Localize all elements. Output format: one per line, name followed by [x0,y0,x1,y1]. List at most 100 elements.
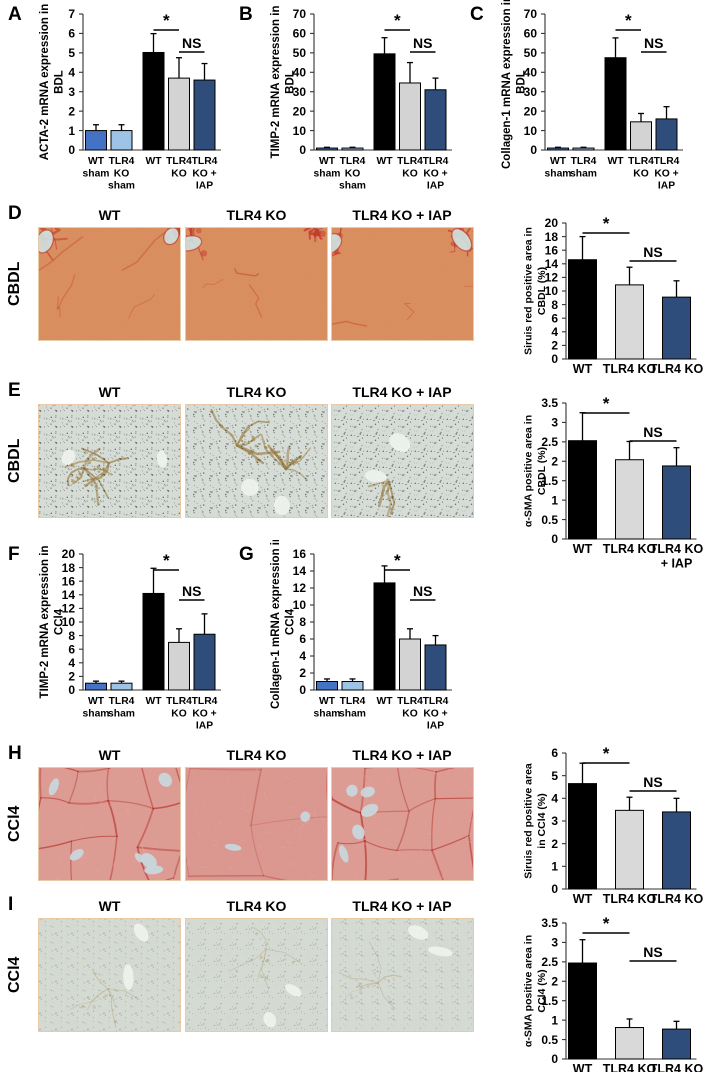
svg-text:*: * [163,11,170,30]
svg-text:0: 0 [551,1052,558,1066]
svg-text:NS: NS [413,35,432,51]
svg-text:TLR4 KO: TLR4 KO [650,1062,704,1072]
svg-text:18: 18 [62,561,76,575]
svg-text:in CCl4 (%): in CCl4 (%) [536,793,548,848]
svg-text:2: 2 [299,666,306,680]
svg-text:8: 8 [68,629,75,643]
svg-text:2: 2 [551,837,558,851]
svg-text:CCl4 (%): CCl4 (%) [536,969,548,1012]
svg-text:2: 2 [551,974,558,988]
svg-text:BDL: BDL [285,70,297,94]
svg-text:50: 50 [524,46,538,60]
svg-text:IAP: IAP [427,721,444,730]
svg-text:KO +: KO + [423,708,447,719]
svg-text:KO: KO [114,168,129,179]
svg-text:20: 20 [293,104,307,118]
svg-text:1: 1 [551,860,558,874]
svg-text:0.5: 0.5 [541,1033,558,1047]
svg-text:Collagen-1 mRNA expression in: Collagen-1 mRNA expression in [501,0,513,169]
svg-text:TLR4: TLR4 [192,696,218,707]
svg-text:WT: WT [145,156,162,167]
svg-text:NS: NS [644,35,663,51]
svg-text:TIMP-2 mRNA expression in: TIMP-2 mRNA expression in [39,546,51,699]
svg-text:*: * [163,551,170,570]
svg-text:TLR4: TLR4 [423,156,449,167]
svg-text:WT: WT [145,696,162,707]
svg-text:TLR4 KO: TLR4 KO [603,1062,657,1072]
svg-text:α-SMA positive area in: α-SMA positive area in [523,415,535,527]
svg-text:α-SMA positive area in: α-SMA positive area in [523,935,535,1047]
svg-text:0.5: 0.5 [541,513,558,527]
svg-text:4: 4 [551,792,558,806]
svg-text:WT: WT [607,156,624,167]
svg-text:8: 8 [551,298,558,312]
svg-text:WT: WT [573,1062,593,1072]
svg-text:sham: sham [339,181,366,190]
svg-text:2: 2 [551,339,558,353]
svg-text:2: 2 [68,670,75,684]
svg-text:TLR4: TLR4 [628,156,654,167]
svg-text:TLR4 KO: TLR4 KO [650,362,704,376]
svg-text:TLR4 KO: TLR4 KO [603,362,657,376]
svg-text:1: 1 [551,493,558,507]
svg-text:12: 12 [293,581,307,595]
svg-text:0: 0 [68,683,75,697]
svg-text:IAP: IAP [196,181,213,190]
svg-text:50: 50 [293,46,307,60]
svg-text:4: 4 [551,325,558,339]
svg-text:16: 16 [62,574,76,588]
svg-text:0: 0 [530,143,537,157]
svg-text:Collagen-1 mRNA expression in: Collagen-1 mRNA expression in [270,540,282,709]
svg-text:7: 7 [68,7,75,21]
svg-text:KO +: KO + [654,168,678,179]
svg-text:IAP: IAP [658,181,675,190]
svg-text:0: 0 [551,532,558,546]
svg-text:2.5: 2.5 [541,955,558,969]
svg-text:14: 14 [293,564,307,578]
svg-text:TLR4: TLR4 [166,156,192,167]
svg-text:sham: sham [108,708,135,719]
svg-text:sham: sham [108,181,135,190]
svg-text:WT: WT [376,696,393,707]
svg-text:KO: KO [171,708,186,719]
svg-text:20: 20 [62,547,76,561]
svg-text:70: 70 [524,7,538,21]
svg-text:70: 70 [293,7,307,21]
svg-text:TLR4: TLR4 [340,696,366,707]
svg-text:TLR4: TLR4 [654,156,680,167]
svg-text:BDL: BDL [54,70,66,94]
svg-text:TLR4: TLR4 [340,156,366,167]
svg-text:KO: KO [633,168,648,179]
svg-text:WT: WT [550,156,567,167]
svg-text:NS: NS [643,244,662,260]
svg-text:CBDL (%): CBDL (%) [536,267,548,315]
svg-text:NS: NS [182,583,201,599]
svg-text:6: 6 [551,311,558,325]
svg-text:TLR4 KO: TLR4 KO [603,542,657,556]
svg-text:*: * [603,744,610,763]
svg-text:CBDL (%): CBDL (%) [536,447,548,495]
svg-text:0: 0 [551,882,558,896]
svg-text:3.5: 3.5 [541,396,558,410]
svg-text:1: 1 [68,124,75,138]
svg-text:5: 5 [68,46,75,60]
svg-text:KO: KO [345,168,360,179]
svg-text:TIMP-2 mRNA expression in: TIMP-2 mRNA expression in [270,6,282,159]
svg-text:NS: NS [413,583,432,599]
svg-text:IAP: IAP [196,721,213,730]
svg-text:WT: WT [376,156,393,167]
svg-text:8: 8 [299,615,306,629]
svg-text:6: 6 [68,642,75,656]
svg-text:10: 10 [524,124,538,138]
svg-text:sham: sham [83,168,110,179]
svg-text:sham: sham [314,168,341,179]
svg-text:6: 6 [551,746,558,760]
svg-text:TLR4: TLR4 [109,156,135,167]
svg-text:*: * [394,11,401,30]
svg-text:0: 0 [299,683,306,697]
svg-text:0: 0 [68,143,75,157]
svg-text:TLR4 KO: TLR4 KO [650,542,704,556]
svg-text:WT: WT [319,156,336,167]
svg-text:3: 3 [68,85,75,99]
svg-text:+ IAP: + IAP [661,557,693,571]
